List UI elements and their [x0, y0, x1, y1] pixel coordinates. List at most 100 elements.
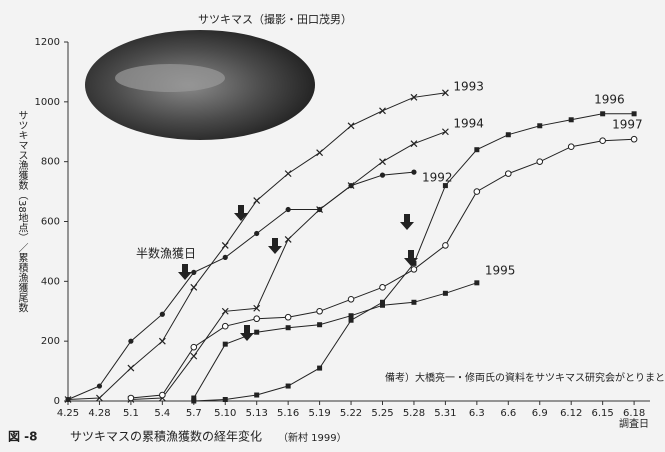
point — [190, 352, 198, 360]
figure-caption: サツキマスの累積漁獲数の経年変化 — [70, 429, 262, 444]
photo-caption: サツキマス（撮影・田口茂男） — [198, 12, 352, 26]
annotation: 半数漁獲日 — [136, 246, 196, 261]
y-axis-label: サツキマス漁獲数（38地点）／累積漁獲尾数 — [16, 110, 28, 314]
point — [254, 230, 260, 237]
arrow — [400, 214, 414, 230]
y-tick-label: 600 — [41, 217, 60, 228]
series-label: 1996 — [594, 92, 625, 106]
series-label: 1994 — [453, 116, 484, 130]
point — [222, 341, 228, 347]
point — [411, 299, 417, 305]
point — [537, 123, 543, 129]
series-label: 1997 — [612, 118, 643, 132]
y-tick-label: 200 — [41, 336, 60, 347]
point — [379, 284, 386, 291]
point — [442, 242, 449, 249]
series-line — [67, 171, 414, 400]
arrow — [234, 205, 248, 221]
point — [380, 302, 385, 308]
x-tick-label: 6.12 — [560, 408, 582, 419]
point — [348, 313, 354, 319]
series-label: 1993 — [453, 79, 484, 93]
point — [191, 269, 197, 275]
point — [536, 158, 544, 165]
x-tick-label: 6.9 — [532, 408, 548, 419]
point — [600, 111, 606, 117]
point — [253, 315, 261, 323]
x-tick-label: 5.28 — [403, 408, 425, 419]
x-tick-label: 6.6 — [500, 408, 516, 419]
x-tick-label: 4.28 — [88, 408, 110, 419]
point — [253, 304, 261, 312]
figure-source: （新村 1999） — [278, 431, 347, 444]
note: 備考）大橋亮一・修両氏の資料をサツキマス研究会がとりまとめた。 — [385, 371, 665, 384]
point — [221, 242, 229, 249]
point — [159, 391, 166, 399]
point — [159, 311, 165, 317]
x-tick-label: 5.16 — [277, 408, 299, 419]
point — [191, 398, 197, 404]
point — [285, 325, 291, 331]
y-tick-label: 0 — [54, 396, 60, 407]
x-tick-label: 5.22 — [340, 408, 362, 419]
x-tick-label: 6.15 — [592, 408, 614, 419]
point — [379, 158, 386, 166]
x-tick-label: 5.25 — [371, 408, 393, 419]
arrow — [178, 264, 192, 280]
arrow — [268, 238, 282, 254]
point — [347, 295, 355, 303]
point — [190, 283, 198, 291]
point — [410, 140, 418, 148]
figure-label: 図 -8 — [8, 430, 38, 444]
x-tick-label: 5.7 — [186, 408, 202, 419]
point — [254, 392, 260, 398]
y-tick-label: 1000 — [35, 97, 60, 108]
series-label: 1992 — [422, 171, 453, 185]
point — [347, 182, 355, 190]
point — [191, 395, 197, 401]
x-tick-label: 6.18 — [623, 408, 645, 419]
series-label: 1995 — [485, 263, 516, 277]
x-tick-label: 5.31 — [434, 408, 456, 419]
point — [64, 396, 72, 403]
x-tick-label: 5.4 — [154, 408, 170, 419]
point — [474, 147, 480, 153]
point — [441, 128, 449, 136]
point — [127, 364, 135, 372]
series-line — [193, 282, 477, 399]
point — [380, 299, 385, 305]
point — [317, 322, 323, 328]
y-tick-label: 1200 — [35, 37, 60, 48]
x-tick-label: 4.25 — [57, 408, 79, 419]
point — [568, 117, 574, 123]
point — [316, 149, 324, 157]
x-tick-label: 5.10 — [214, 408, 236, 419]
point — [348, 317, 354, 323]
x-axis-label: 調査日 — [619, 417, 649, 430]
point — [631, 111, 637, 117]
point — [317, 365, 323, 371]
x-tick-label: 5.19 — [308, 408, 330, 419]
point — [379, 172, 386, 178]
point — [473, 188, 481, 195]
point — [284, 313, 292, 321]
y-tick-label: 800 — [41, 157, 60, 168]
x-tick-label: 5.13 — [246, 408, 268, 419]
point — [253, 197, 261, 204]
point — [254, 329, 260, 335]
point — [442, 290, 448, 296]
point — [127, 394, 135, 402]
point — [567, 143, 575, 151]
point — [190, 343, 198, 351]
point — [442, 183, 448, 189]
point — [128, 338, 134, 344]
fish-shape — [115, 64, 225, 92]
point — [505, 132, 511, 138]
point — [411, 260, 417, 266]
point — [221, 322, 229, 330]
point — [316, 206, 324, 213]
point — [505, 170, 512, 177]
point — [158, 337, 166, 345]
point — [221, 307, 229, 315]
point — [410, 266, 418, 273]
